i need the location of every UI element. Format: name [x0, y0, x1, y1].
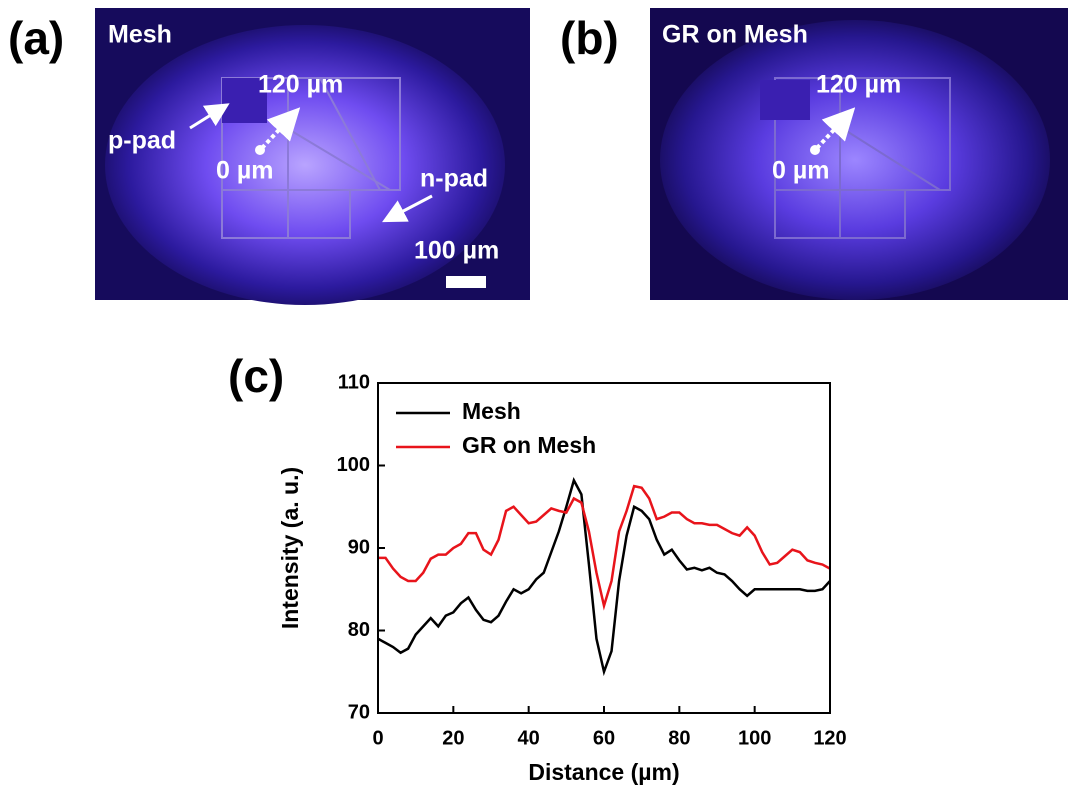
arrow: [260, 107, 301, 150]
x-axis-title: Distance (µm): [528, 759, 679, 785]
annotation: 0 µm: [216, 157, 273, 185]
annotation: 120 µm: [816, 71, 901, 99]
mesh-a: [221, 77, 401, 239]
plot-frame: [377, 382, 831, 714]
x-tick-label: 60: [593, 727, 615, 749]
scale-bar: [446, 276, 486, 288]
annotation: 0 µm: [772, 157, 829, 185]
p-pad-b: [760, 80, 810, 120]
annotation: 120 µm: [258, 71, 343, 99]
annotation: p-pad: [108, 127, 176, 155]
arrow: [815, 107, 856, 150]
y-tick-label: 110: [338, 371, 370, 393]
x-tick-label: 120: [813, 727, 846, 749]
panel-label: (c): [228, 350, 284, 402]
data-line: [378, 484, 831, 611]
photo-title: Mesh: [108, 21, 172, 49]
mesh-b: [774, 77, 951, 239]
y-tick-label: 80: [348, 619, 370, 641]
x-tick-label: 100: [738, 727, 771, 749]
arrow: [189, 103, 230, 130]
x-tick-label: 80: [668, 727, 690, 749]
y-axis-title: Intensity (a. u.): [277, 467, 303, 629]
x-tick-label: 0: [372, 727, 383, 749]
panel-label: (a): [8, 12, 64, 64]
panel-label: (b): [560, 12, 619, 64]
photo-a-glow: [105, 25, 505, 305]
x-tick-label: 20: [442, 727, 464, 749]
legend-label: Mesh: [462, 398, 521, 424]
annotation: n-pad: [420, 165, 488, 193]
y-tick-label: 70: [348, 701, 370, 723]
arrow: [382, 194, 433, 223]
x-tick-label: 40: [518, 727, 540, 749]
y-tick-label: 90: [348, 536, 370, 558]
photo-b-glow: [660, 20, 1050, 300]
photo-title: GR on Mesh: [662, 21, 808, 49]
y-tick-label: 100: [337, 454, 370, 476]
legend-label: GR on Mesh: [462, 432, 596, 458]
annotation: 100 µm: [414, 237, 499, 265]
data-line: [377, 477, 831, 677]
